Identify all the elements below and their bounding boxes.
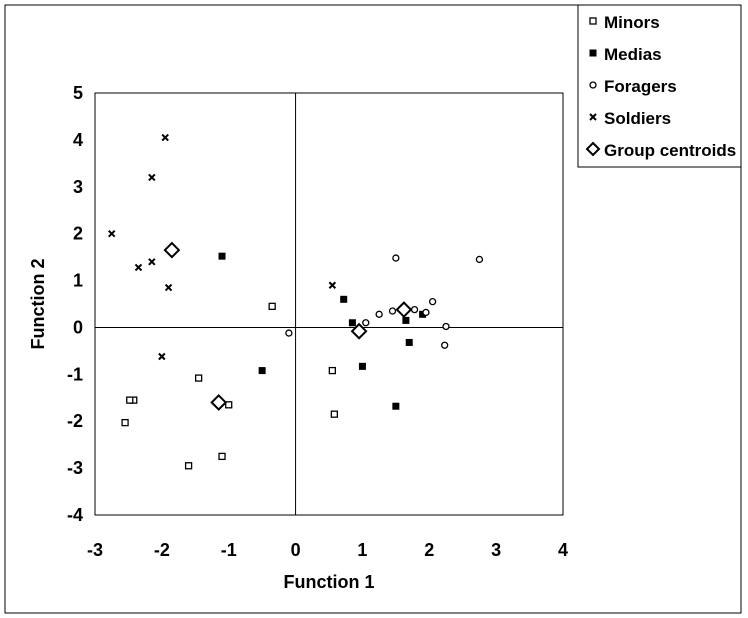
group-centroids-point xyxy=(210,394,228,411)
y-tick-label: 4 xyxy=(73,130,83,150)
chart-frame xyxy=(4,4,742,614)
soldiers-point xyxy=(108,229,116,238)
minors-point xyxy=(184,462,193,470)
y-tick-label: -2 xyxy=(67,411,83,431)
legend-marker-soldiers xyxy=(589,113,597,121)
legend-label-group-centroids: Group centroids xyxy=(604,141,736,160)
legend-marker-foragers xyxy=(589,81,597,89)
legend: Minors Medias Foragers Soldiers Group centro… xyxy=(585,13,736,160)
minors-point xyxy=(194,374,203,382)
soldiers-point xyxy=(134,263,143,272)
legend-label-minors: Minors xyxy=(604,13,660,32)
soldiers-point xyxy=(328,281,337,289)
y-tick-label: 5 xyxy=(73,83,83,103)
x-tick-label: -3 xyxy=(87,540,103,560)
minors-point xyxy=(268,302,276,310)
foragers-point xyxy=(422,308,430,317)
legend-marker-group-centroids xyxy=(585,141,601,157)
legend-marker-medias xyxy=(589,49,597,57)
legend-box xyxy=(577,4,742,168)
data-points xyxy=(108,133,484,470)
y-tick-labels: 5 4 3 2 1 0 -1 -2 -3 -4 xyxy=(67,83,83,525)
foragers-point xyxy=(410,305,419,314)
minors-point xyxy=(126,396,134,404)
minors-point xyxy=(330,410,338,418)
minors-point xyxy=(328,366,336,375)
foragers-point xyxy=(442,322,450,331)
y-tick-label: -4 xyxy=(67,505,83,525)
foragers-point xyxy=(362,319,370,327)
legend-label-soldiers: Soldiers xyxy=(604,109,671,128)
y-tick-label: 3 xyxy=(73,177,83,197)
medias-point xyxy=(405,338,413,346)
x-tick-label: 3 xyxy=(491,540,501,560)
y-tick-label: 1 xyxy=(73,271,83,291)
medias-point xyxy=(358,362,366,370)
group-centroids-point xyxy=(395,301,413,319)
x-tick-labels: -3 -2 -1 0 1 2 3 4 xyxy=(87,540,568,560)
plot-area xyxy=(94,92,564,516)
x-tick-label: 1 xyxy=(357,540,367,560)
foragers-point xyxy=(475,255,484,264)
soldiers-point xyxy=(148,258,156,266)
medias-point xyxy=(258,367,266,375)
y-tick-label: -1 xyxy=(67,364,83,384)
legend-label-foragers: Foragers xyxy=(604,77,677,96)
y-tick-label: 0 xyxy=(73,317,83,337)
minors-point xyxy=(121,418,129,427)
group-centroids-point xyxy=(163,241,181,259)
foragers-point xyxy=(388,307,397,315)
soldiers-point xyxy=(158,352,166,361)
soldiers-point xyxy=(164,283,173,292)
medias-point xyxy=(392,402,400,410)
foragers-point xyxy=(285,329,293,337)
x-axis-title: Function 1 xyxy=(284,572,375,592)
legend-label-medias: Medias xyxy=(604,45,662,64)
x-tick-label: -2 xyxy=(154,540,170,560)
medias-point xyxy=(218,252,226,260)
foragers-point xyxy=(428,298,437,306)
minors-point xyxy=(218,452,226,461)
foragers-point xyxy=(392,254,400,262)
legend-marker-minors xyxy=(589,17,597,25)
soldiers-point xyxy=(148,173,156,182)
foragers-point xyxy=(441,341,449,349)
group-centroids-point xyxy=(350,322,368,340)
foragers-point xyxy=(375,310,383,318)
y-tick-label: -3 xyxy=(67,458,83,478)
medias-point xyxy=(402,316,410,324)
minors-point xyxy=(225,401,233,409)
soldiers-point xyxy=(161,133,169,142)
x-tick-label: -1 xyxy=(221,540,237,560)
x-tick-label: 4 xyxy=(558,540,568,560)
medias-point xyxy=(340,295,348,303)
y-axis-title: Function 2 xyxy=(28,259,48,350)
y-tick-label: 2 xyxy=(73,224,83,244)
x-tick-label: 0 xyxy=(291,540,301,560)
medias-point xyxy=(348,319,356,327)
zero-axes xyxy=(95,93,563,515)
x-tick-label: 2 xyxy=(424,540,434,560)
